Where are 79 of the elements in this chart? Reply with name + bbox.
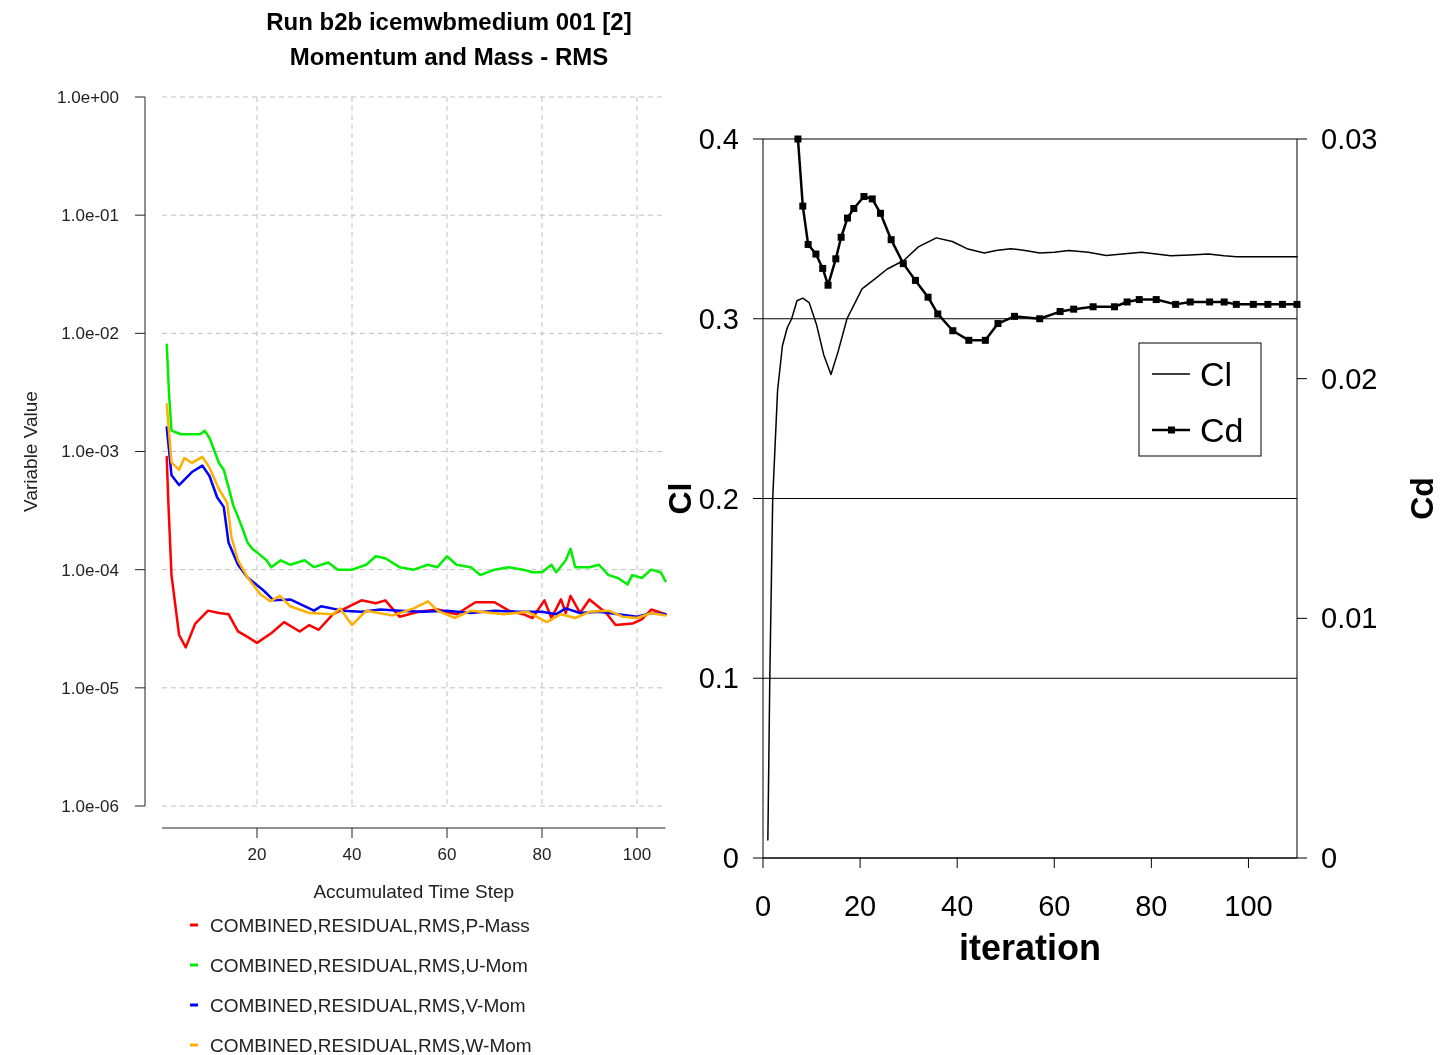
- y-tick-label: 1.0e+00: [57, 87, 119, 107]
- legend-label: Cl: [1200, 354, 1233, 393]
- point: [1089, 303, 1097, 311]
- point: [837, 233, 845, 241]
- y-axis-title: Cl: [662, 482, 699, 515]
- point: [1152, 296, 1160, 304]
- point: [1264, 300, 1272, 308]
- legend-label: COMBINED,RESIDUAL,RMS,U-Mom: [210, 954, 528, 976]
- point: [949, 327, 957, 335]
- point: [1010, 312, 1018, 320]
- line-series: [165, 343, 667, 586]
- point: [1232, 300, 1240, 308]
- x-axis-title: iteration: [958, 927, 1102, 968]
- legend-label: COMBINED,RESIDUAL,RMS,P-Mass: [210, 914, 530, 936]
- y-tick-label: 1.0e-03: [61, 442, 119, 462]
- point: [843, 214, 851, 222]
- point: [994, 320, 1002, 328]
- x-tick-label: 20: [247, 845, 267, 864]
- point: [924, 293, 932, 301]
- point: [1056, 308, 1064, 316]
- y-tick-label: 1.0e-06: [61, 796, 119, 816]
- point: [1293, 300, 1301, 308]
- y2-axis-title: Cd: [1404, 477, 1441, 520]
- y-tick-label: 1.0e-05: [61, 678, 119, 698]
- point: [1036, 315, 1044, 323]
- x-tick-label: 40: [941, 890, 974, 922]
- point: [1206, 298, 1214, 306]
- x-tick-label: 80: [532, 845, 552, 864]
- point: [1070, 305, 1078, 313]
- point: [1123, 298, 1131, 306]
- point: [824, 281, 832, 289]
- x-tick-label: 40: [342, 845, 362, 864]
- point: [899, 260, 907, 268]
- point: [965, 336, 973, 344]
- point: [812, 250, 820, 258]
- legend-label: COMBINED,RESIDUAL,RMS,V-Mom: [210, 994, 526, 1016]
- point: [794, 135, 802, 143]
- point: [1135, 296, 1143, 304]
- chart-subtitle: Momentum and Mass - RMS: [289, 43, 609, 70]
- point: [804, 240, 812, 248]
- legend-label: Cd: [1200, 410, 1244, 449]
- point: [819, 264, 827, 272]
- point: [1278, 300, 1286, 308]
- point: [1186, 298, 1194, 306]
- point: [860, 193, 868, 201]
- y2-tick-label: 0.03: [1321, 123, 1378, 156]
- y-tick-label: 1.0e-01: [61, 206, 119, 226]
- x-tick-label: 100: [622, 845, 652, 864]
- x-tick-label: 80: [1135, 890, 1168, 922]
- point: [1220, 298, 1228, 306]
- y-tick-label: 1.0e-04: [61, 560, 119, 580]
- point: [868, 195, 876, 203]
- x-tick-label: 60: [1038, 890, 1071, 922]
- point: [1172, 300, 1180, 308]
- point: [850, 205, 858, 212]
- point: [799, 202, 807, 210]
- point: [1249, 300, 1257, 308]
- point: [832, 255, 840, 263]
- x-axis-title: Accumulated Time Step: [313, 881, 515, 902]
- point: [911, 276, 919, 284]
- point: [887, 236, 895, 244]
- y-tick-label: 0.3: [698, 302, 739, 335]
- y-tick-label: 0.2: [698, 482, 739, 515]
- y-tick-label: 0.4: [698, 123, 739, 156]
- point: [876, 209, 884, 217]
- y-tick-label: 0.1: [698, 662, 739, 695]
- x-tick-label: 100: [1224, 890, 1273, 922]
- chart-title: Run b2b icemwbmedium 001 [2]: [266, 8, 632, 35]
- y-tick-label: 1.0e-02: [61, 324, 119, 344]
- y2-tick-label: 0.02: [1321, 362, 1378, 395]
- point: [934, 310, 942, 318]
- point: [1110, 303, 1118, 311]
- y2-tick-label: 0.01: [1321, 602, 1378, 635]
- legend-label: COMBINED,RESIDUAL,RMS,W-Mom: [210, 1034, 532, 1055]
- x-tick-label: 60: [437, 845, 457, 864]
- point: [981, 336, 989, 344]
- x-tick-label: 0: [754, 890, 772, 922]
- y-axis-title: Variable Value: [19, 391, 41, 512]
- x-tick-label: 20: [843, 890, 877, 922]
